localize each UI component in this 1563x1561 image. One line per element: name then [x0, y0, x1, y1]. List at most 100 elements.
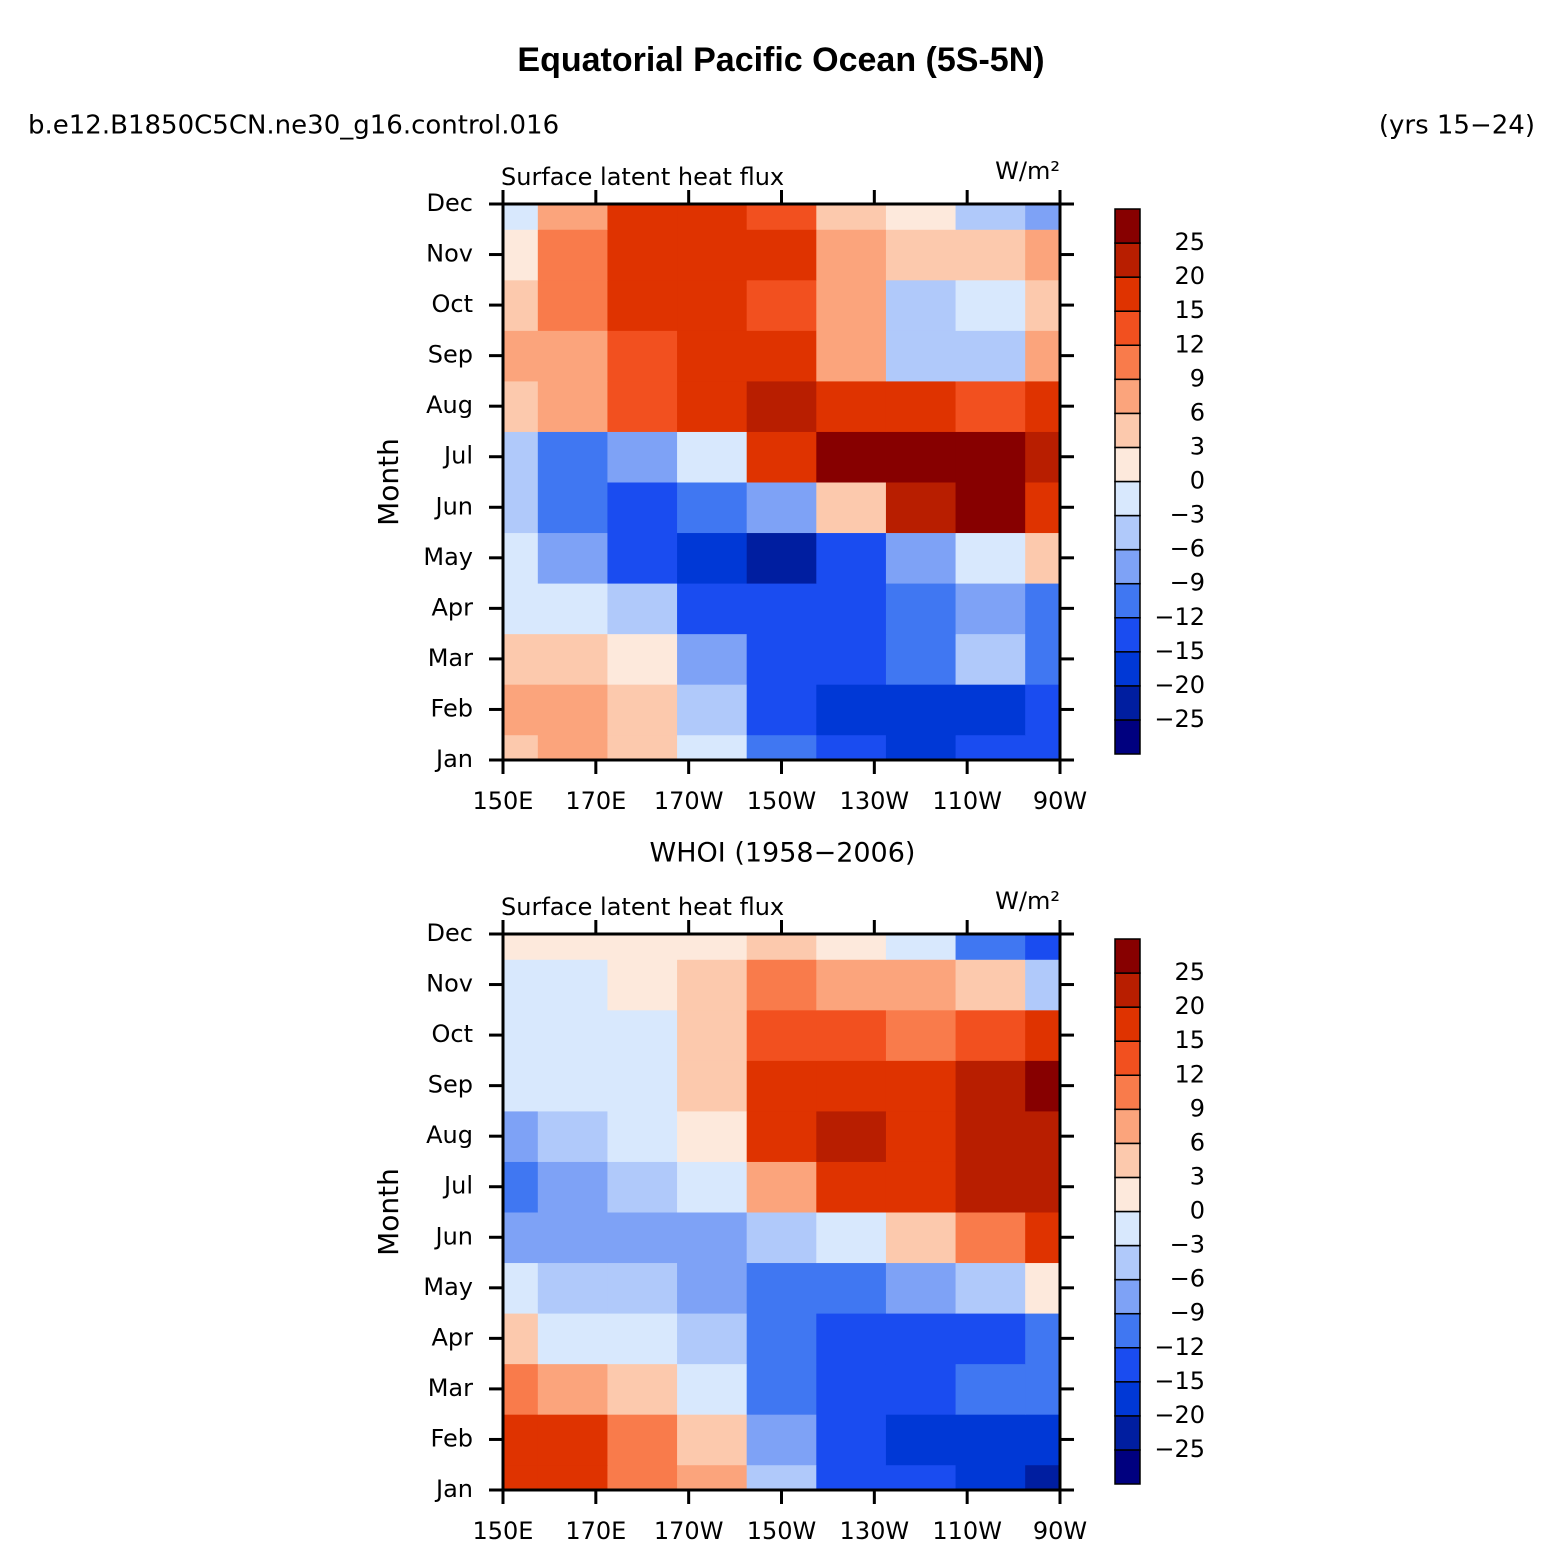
colorbar-label: −20 — [1154, 1401, 1205, 1429]
colorbar-label: −9 — [1170, 1299, 1205, 1327]
x-tick-label: 150E — [473, 1517, 534, 1545]
contour-cell — [816, 1313, 887, 1365]
contour-cell — [677, 959, 748, 1011]
contour-cell — [677, 583, 748, 635]
colorbar-label: −25 — [1154, 705, 1205, 733]
colorbar-label: 0 — [1190, 467, 1205, 495]
contour-cell — [607, 279, 678, 331]
contour-cell — [885, 380, 957, 432]
contour-cell — [746, 330, 817, 382]
colorbar-box — [1114, 446, 1141, 483]
contour-cell — [537, 1212, 608, 1264]
contour-cell — [503, 1009, 539, 1061]
colorbar-label: 6 — [1190, 398, 1205, 426]
colorbar-label: −6 — [1170, 535, 1205, 563]
contour-cell — [537, 1464, 608, 1491]
contour-cell — [503, 1161, 539, 1213]
colorbar-box — [1114, 344, 1141, 381]
contour-cell — [746, 1464, 817, 1491]
colorbar-label: 0 — [1190, 1197, 1205, 1225]
colorbar-box — [1114, 480, 1141, 517]
contour-cell — [885, 482, 957, 534]
contour-cell — [503, 380, 539, 432]
y-tick-label: Apr — [431, 1323, 473, 1351]
x-tick-label: 170W — [654, 1517, 724, 1545]
contour-cell — [1025, 1313, 1061, 1365]
contour-cell — [537, 1414, 608, 1466]
y-tick-label: May — [423, 543, 473, 571]
colorbar-label: 25 — [1174, 958, 1205, 986]
contour-cell — [607, 684, 678, 736]
colorbar-box — [1114, 1278, 1141, 1315]
contour-cell — [503, 229, 539, 281]
x-tick-label: 170W — [654, 787, 724, 815]
colorbar-label: 25 — [1174, 228, 1205, 256]
contour-cell — [1025, 1009, 1061, 1061]
contour-cell — [746, 1161, 817, 1213]
contour-cell — [816, 1262, 887, 1314]
contour-cell — [816, 583, 887, 635]
contour-cell — [955, 734, 1026, 761]
contour-cell — [885, 279, 957, 331]
contour-cell — [1025, 959, 1061, 1011]
contour-cell — [607, 1414, 678, 1466]
contour-cell — [816, 1161, 887, 1213]
contour-cell — [537, 330, 608, 382]
colorbar-box — [1114, 1142, 1141, 1179]
colorbar-label: −6 — [1170, 1265, 1205, 1293]
colorbar-label: −3 — [1170, 501, 1205, 529]
years: (yrs 15−24) — [1379, 111, 1535, 141]
colorbar-box — [1114, 1176, 1141, 1213]
contour-cell — [955, 431, 1026, 483]
contour-cell — [677, 204, 748, 230]
contour-cell — [746, 934, 817, 960]
contour-cell — [1025, 380, 1061, 432]
y-tick-label: Oct — [432, 1020, 474, 1048]
contour-cell — [677, 330, 748, 382]
y-tick-label: Nov — [426, 970, 473, 998]
contour-cell — [537, 431, 608, 483]
colorbar-box — [1114, 1108, 1141, 1145]
y-tick-label: Feb — [431, 1424, 474, 1452]
contour-cell — [955, 532, 1026, 584]
contour-cell — [955, 330, 1026, 382]
y-tick-label: May — [423, 1273, 473, 1301]
contour-cell — [746, 380, 817, 432]
contour-cell — [816, 380, 887, 432]
contour-cell — [607, 1212, 678, 1264]
contour-cell — [537, 532, 608, 584]
contour-cell — [746, 204, 817, 230]
contour-cell — [955, 1060, 1026, 1112]
contour-cell — [885, 1313, 957, 1365]
colorbar-label: 3 — [1190, 1162, 1205, 1190]
contour-cell — [537, 1313, 608, 1365]
contour-cell — [607, 1110, 678, 1162]
contour-cell — [1025, 1060, 1061, 1112]
contour-cell — [746, 1262, 817, 1314]
contour-cell — [607, 1363, 678, 1415]
contour-cell — [677, 1262, 748, 1314]
contour-cell — [746, 279, 817, 331]
contour-cell — [503, 482, 539, 534]
contour-cell — [816, 1060, 887, 1112]
contour-cell — [503, 1212, 539, 1264]
contour-cell — [746, 532, 817, 584]
contour-cell — [677, 482, 748, 534]
contour-cell — [607, 583, 678, 635]
contour-cell — [746, 1110, 817, 1162]
contour-cell — [816, 532, 887, 584]
contour-cell — [677, 1110, 748, 1162]
contour-cell — [537, 229, 608, 281]
contour-cell — [607, 431, 678, 483]
contour-cell — [816, 1363, 887, 1415]
contour-cell — [885, 1009, 957, 1061]
contour-cell — [607, 1464, 678, 1491]
colorbar-box — [1114, 310, 1141, 346]
y-tick-label: Feb — [431, 694, 474, 722]
contour-cell — [537, 934, 608, 960]
panel-label: Surface latent heat flux — [501, 893, 784, 921]
contour-cell — [955, 1313, 1026, 1365]
contour-cell — [607, 633, 678, 685]
contour-cell — [503, 959, 539, 1011]
contour-cell — [607, 1060, 678, 1112]
